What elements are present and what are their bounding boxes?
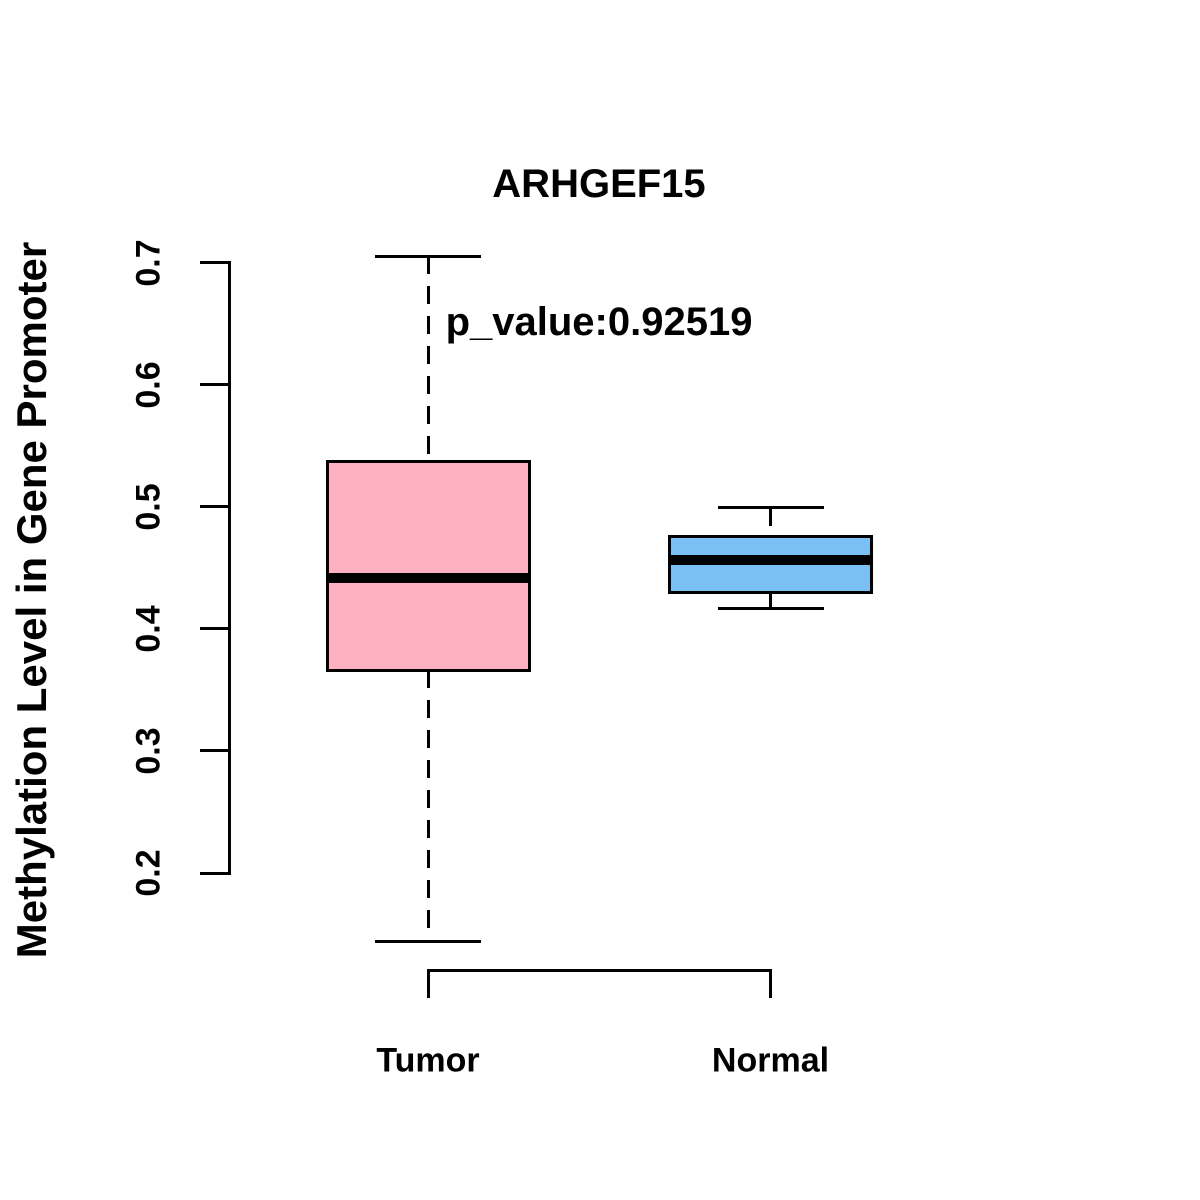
gene-title: ARHGEF15 bbox=[492, 162, 706, 206]
y-tick bbox=[200, 383, 229, 387]
normal-axis-label: Normal bbox=[711, 1041, 830, 1080]
tumor-min-cap bbox=[375, 939, 481, 943]
tumor-axis-label: Tumor bbox=[376, 1041, 480, 1080]
y-axis-line bbox=[227, 261, 231, 875]
normal-lower-whisker bbox=[769, 592, 772, 609]
y-axis-label: Methylation Level in Gene Promoter bbox=[8, 241, 55, 959]
x-axis-line bbox=[426, 968, 772, 972]
tumor-median-line bbox=[325, 572, 531, 583]
normal-max-cap bbox=[717, 506, 824, 510]
y-tick-label: 0.6 bbox=[129, 360, 168, 409]
y-tick-label: 0.5 bbox=[129, 483, 168, 531]
chart-title: ARHGEF15 p_value:0.92519 bbox=[0, 69, 1198, 437]
y-tick bbox=[200, 627, 229, 631]
y-tick-label: 0.7 bbox=[129, 238, 168, 287]
p-value-subtitle: p_value:0.92519 bbox=[445, 300, 753, 344]
normal-upper-whisker bbox=[769, 507, 772, 536]
y-tick-label: 0.2 bbox=[129, 849, 168, 897]
tumor-max-cap bbox=[375, 254, 481, 258]
tumor-box bbox=[325, 460, 531, 672]
normal-min-cap bbox=[717, 606, 824, 610]
x-tick bbox=[769, 970, 772, 998]
y-tick bbox=[200, 871, 229, 875]
y-tick bbox=[200, 749, 229, 753]
y-tick bbox=[200, 505, 229, 509]
normal-median-line bbox=[668, 555, 873, 566]
tumor-lower-whisker bbox=[426, 670, 430, 942]
x-tick bbox=[426, 970, 430, 998]
y-tick bbox=[200, 261, 229, 264]
y-tick-label: 0.3 bbox=[129, 727, 168, 775]
y-tick-label: 0.4 bbox=[129, 605, 168, 653]
tumor-upper-whisker bbox=[426, 256, 430, 462]
